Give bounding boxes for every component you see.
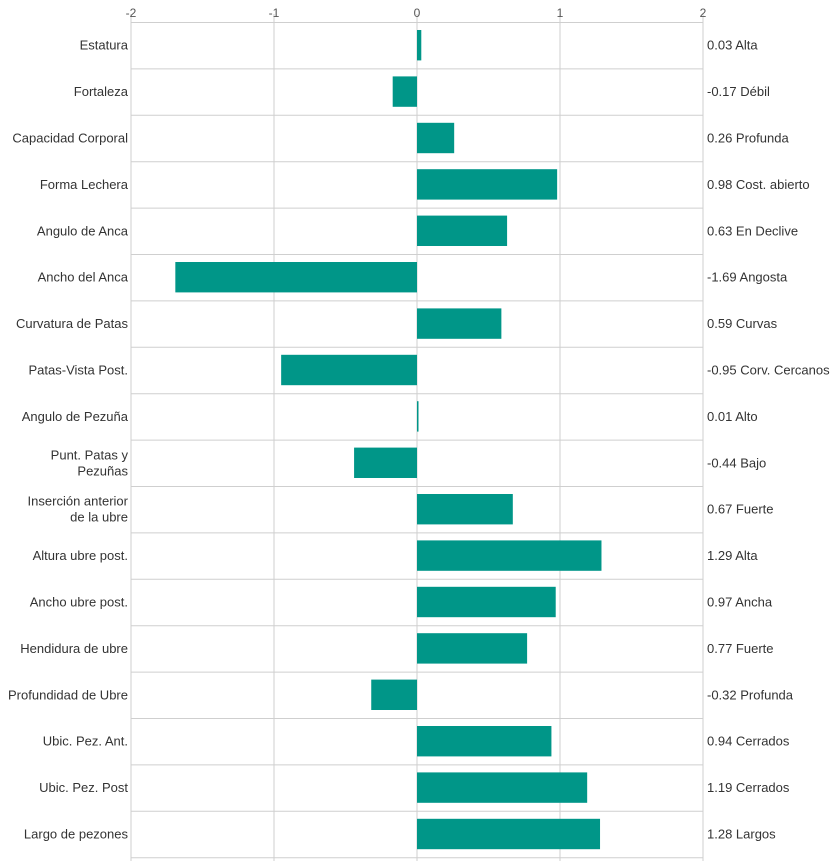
bar [281,354,417,386]
value-label: -0.95 Corv. Cercanos [707,363,830,378]
value-label: 0.67 Fuerte [707,502,774,517]
value-label: -1.69 Angosta [707,270,788,285]
x-tick-label: 0 [414,6,421,20]
category-label: Altura ubre post. [33,548,128,563]
labels-layer: -2 -1 0 1 2 Estatura 0.03 Alta Fortaleza -0.17 D… [8,6,830,842]
bar [417,401,419,432]
value-label: 0.01 Alto [707,409,758,424]
category-label: Ubic. Pez. Ant. [43,734,128,749]
category-label: Capacidad Corporal [12,131,128,146]
x-tick-label: -1 [269,6,280,20]
grid-layer [130,14,704,861]
bar [371,679,417,710]
value-label: 1.19 Cerrados [707,780,790,795]
value-label: 0.97 Ancha [707,595,773,610]
category-label: Angulo de Anca [37,223,129,238]
value-label: -0.32 Profunda [707,687,794,702]
bar [417,633,528,664]
category-label: Ancho ubre post. [30,595,128,610]
value-label: -0.44 Bajo [707,455,766,470]
bar [417,308,502,339]
value-label: 1.28 Largos [707,827,776,842]
category-label: Fortaleza [74,84,129,99]
x-tick-label: 1 [557,6,564,20]
category-label: Hendidura de ubre [20,641,128,656]
value-label: 0.77 Fuerte [707,641,774,656]
category-label: Ancho del Anca [38,270,129,285]
category-label: Profundidad de Ubre [8,687,128,702]
category-label: Angulo de Pezuña [22,409,129,424]
value-label: 1.29 Alta [707,548,758,563]
bar [417,818,601,850]
value-label: 0.63 En Declive [707,223,798,238]
bar [417,540,602,571]
category-label: Curvatura de Patas [16,316,129,331]
bar [417,122,455,154]
category-label: Largo de pezones [24,827,129,842]
bar [392,76,417,107]
value-label: 0.59 Curvas [707,316,778,331]
value-label: 0.94 Cerrados [707,734,790,749]
bar [417,726,552,757]
bar [417,586,556,618]
bar [354,447,417,478]
x-tick-label: -2 [126,6,137,20]
bars-layer [175,30,602,850]
bar [417,30,422,61]
value-label: 0.98 Cost. abierto [707,177,810,192]
x-tick-label: 2 [700,6,707,20]
category-label: Patas-Vista Post. [29,363,128,378]
bar [417,772,588,803]
value-label: -0.17 Débil [707,84,770,99]
category-label: Ubic. Pez. Post [39,780,128,795]
category-label: Punt. Patas y Pezuñas [51,447,129,478]
value-label: 0.26 Profunda [707,131,789,146]
bar [417,494,513,525]
category-label: Estatura [80,38,129,53]
value-label: 0.03 Alta [707,38,758,53]
bar [417,215,508,246]
category-label: Inserción anterior de la ubre [28,494,129,525]
bar [175,262,417,293]
bar [417,169,558,200]
category-label: Forma Lechera [40,177,129,192]
